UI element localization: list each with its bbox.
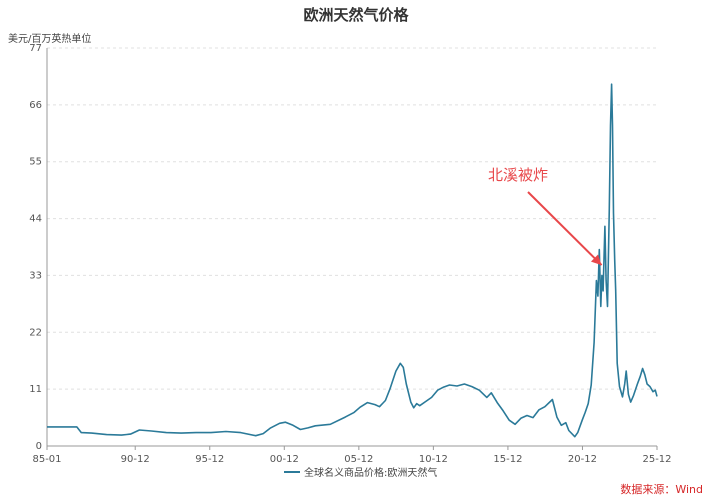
x-axis-ticks: 85-01 90-12 95-12 00-12 05-12 10-12 15-12 20-12… xyxy=(32,446,672,465)
y-tick-label: 11 xyxy=(29,384,42,395)
y-gridlines xyxy=(47,47,657,390)
x-tick-label: 10-12 xyxy=(419,454,448,465)
y-tick-label: 33 xyxy=(29,270,42,281)
x-tick-label: 00-12 xyxy=(270,454,299,465)
series-layer xyxy=(47,83,658,438)
annotation-layer: 北溪被炸 xyxy=(488,166,603,266)
annotation-arrow-head xyxy=(590,254,602,266)
legend-label: 全球名义商品价格:欧洲天然气 xyxy=(304,466,437,479)
series-line xyxy=(47,83,658,438)
y-tick-label: 44 xyxy=(29,214,42,225)
x-tick-label: 95-12 xyxy=(195,454,224,465)
chart-title: 欧洲天然气价格 xyxy=(303,6,409,24)
x-tick-label: 15-12 xyxy=(493,454,522,465)
x-tick-label: 20-12 xyxy=(568,454,597,465)
legend: 全球名义商品价格:欧洲天然气 xyxy=(284,466,437,479)
x-tick-label: 90-12 xyxy=(121,454,150,465)
x-tick-label: 85-01 xyxy=(32,454,61,465)
y-axis-unit-label: 美元/百万英热单位 xyxy=(8,32,91,45)
x-tick-label: 25-12 xyxy=(642,454,671,465)
annotation-nord-stream-label: 北溪被炸 xyxy=(488,166,548,184)
y-tick-label: 66 xyxy=(29,100,42,111)
y-tick-label: 0 xyxy=(36,441,42,452)
annotation-arrow-shaft xyxy=(527,191,603,266)
y-tick-label: 22 xyxy=(29,327,42,338)
data-source-label: 数据来源：Wind xyxy=(620,482,703,496)
x-tick-label: 05-12 xyxy=(344,454,373,465)
y-tick-label: 77 xyxy=(29,43,42,54)
y-axis-ticks: 0 11 22 33 44 55 66 77 xyxy=(29,43,42,452)
y-tick-label: 55 xyxy=(29,157,42,168)
